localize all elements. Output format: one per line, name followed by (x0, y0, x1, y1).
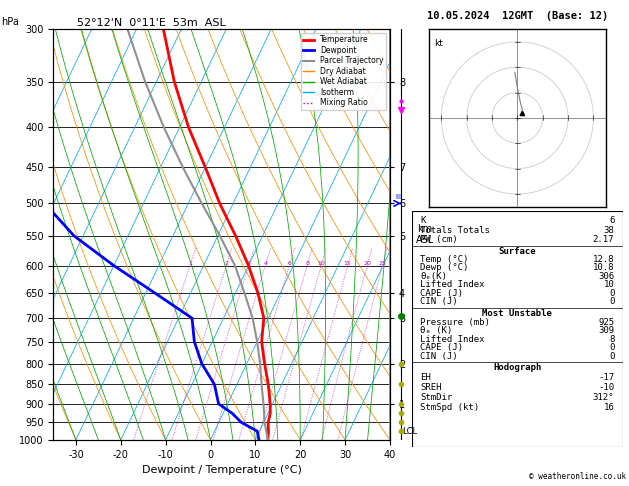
Text: -17: -17 (598, 373, 615, 382)
Text: 309: 309 (598, 326, 615, 335)
Text: Temp (°C): Temp (°C) (420, 255, 469, 264)
Text: 925: 925 (598, 318, 615, 327)
Text: K: K (420, 216, 426, 226)
Text: 0: 0 (609, 297, 615, 306)
Text: 25: 25 (379, 260, 386, 265)
Text: Lifted Index: Lifted Index (420, 335, 485, 344)
Text: Lifted Index: Lifted Index (420, 280, 485, 290)
Text: 10.8: 10.8 (593, 263, 615, 273)
Text: Pressure (mb): Pressure (mb) (420, 318, 490, 327)
Text: 10: 10 (604, 280, 615, 290)
Text: 0: 0 (609, 343, 615, 352)
Text: 20: 20 (363, 260, 371, 265)
Text: Most Unstable: Most Unstable (482, 309, 552, 318)
Text: CIN (J): CIN (J) (420, 297, 458, 306)
Text: 6: 6 (287, 260, 291, 265)
Text: 3: 3 (247, 260, 251, 265)
Text: III: III (396, 194, 401, 200)
Text: θₑ (K): θₑ (K) (420, 326, 453, 335)
Text: PW (cm): PW (cm) (420, 235, 458, 244)
Text: LCL: LCL (402, 427, 417, 435)
Text: θₑ(K): θₑ(K) (420, 272, 447, 281)
Text: 38: 38 (604, 226, 615, 235)
Text: StmSpd (kt): StmSpd (kt) (420, 403, 479, 412)
Text: hPa: hPa (1, 17, 19, 27)
Text: Totals Totals: Totals Totals (420, 226, 490, 235)
Text: SREH: SREH (420, 383, 442, 392)
Text: 8: 8 (609, 335, 615, 344)
Text: 6: 6 (609, 216, 615, 226)
Text: 2.17: 2.17 (593, 235, 615, 244)
Text: 0: 0 (609, 352, 615, 361)
Legend: Temperature, Dewpoint, Parcel Trajectory, Dry Adiabat, Wet Adiabat, Isotherm, Mi: Temperature, Dewpoint, Parcel Trajectory… (301, 33, 386, 110)
Text: 4: 4 (263, 260, 267, 265)
Text: © weatheronline.co.uk: © weatheronline.co.uk (529, 472, 626, 481)
Y-axis label: km
ASL: km ASL (416, 224, 434, 245)
Text: 0: 0 (609, 289, 615, 298)
Text: StmDir: StmDir (420, 393, 453, 402)
Text: CAPE (J): CAPE (J) (420, 343, 464, 352)
Text: CAPE (J): CAPE (J) (420, 289, 464, 298)
Text: 306: 306 (598, 272, 615, 281)
X-axis label: Dewpoint / Temperature (°C): Dewpoint / Temperature (°C) (142, 465, 302, 475)
Text: CIN (J): CIN (J) (420, 352, 458, 361)
Text: 312°: 312° (593, 393, 615, 402)
Text: EH: EH (420, 373, 431, 382)
Text: kt: kt (434, 39, 443, 48)
Text: 15: 15 (344, 260, 352, 265)
Text: 10.05.2024  12GMT  (Base: 12): 10.05.2024 12GMT (Base: 12) (426, 11, 608, 20)
Text: -10: -10 (598, 383, 615, 392)
Text: 12.8: 12.8 (593, 255, 615, 264)
Text: Hodograph: Hodograph (493, 364, 542, 372)
Text: Dewp (°C): Dewp (°C) (420, 263, 469, 273)
Text: Surface: Surface (499, 247, 536, 256)
Text: 8: 8 (305, 260, 309, 265)
Text: 16: 16 (604, 403, 615, 412)
Text: 52°12'N  0°11'E  53m  ASL: 52°12'N 0°11'E 53m ASL (77, 18, 226, 28)
Text: 10: 10 (318, 260, 325, 265)
Text: 2: 2 (224, 260, 228, 265)
Text: 1: 1 (188, 260, 192, 265)
